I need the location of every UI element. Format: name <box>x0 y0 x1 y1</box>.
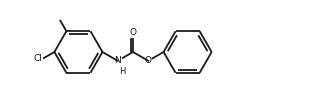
Text: N: N <box>115 56 121 65</box>
Text: O: O <box>129 28 137 37</box>
Text: Cl: Cl <box>34 54 43 63</box>
Text: O: O <box>145 56 152 65</box>
Text: H: H <box>119 67 125 76</box>
